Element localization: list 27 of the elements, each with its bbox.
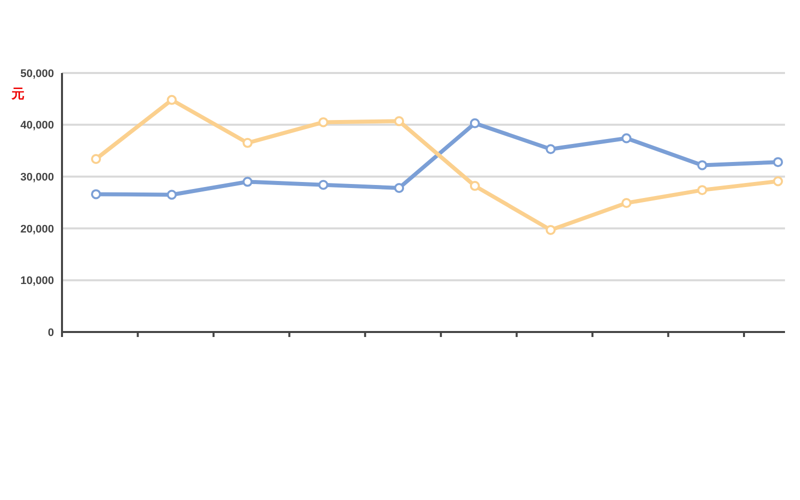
y-tick-label: 10,000: [20, 275, 54, 288]
point: [697, 185, 708, 196]
y-tick-label: 50,000: [20, 68, 54, 80]
point: [621, 198, 632, 208]
point: [394, 182, 404, 193]
point: [318, 117, 328, 128]
point: [91, 154, 101, 164]
point: [470, 180, 480, 191]
point: [394, 116, 404, 126]
point: [166, 94, 177, 105]
point: [91, 189, 101, 200]
point: [773, 176, 783, 186]
y-tick-label: 40,000: [20, 120, 54, 132]
point: [242, 176, 253, 187]
y-tick-label: 0: [48, 326, 54, 339]
point: [242, 138, 253, 148]
y-tick-label: 30,000: [20, 171, 54, 184]
point: [546, 144, 556, 154]
point: [773, 157, 783, 168]
point: [697, 160, 708, 170]
point: [166, 190, 177, 200]
y-axis-title: 元: [10, 86, 24, 101]
point: [470, 118, 480, 128]
point: [546, 224, 556, 235]
y-tick-label: 20,000: [20, 223, 54, 236]
point: [318, 180, 328, 190]
point: [621, 133, 632, 144]
